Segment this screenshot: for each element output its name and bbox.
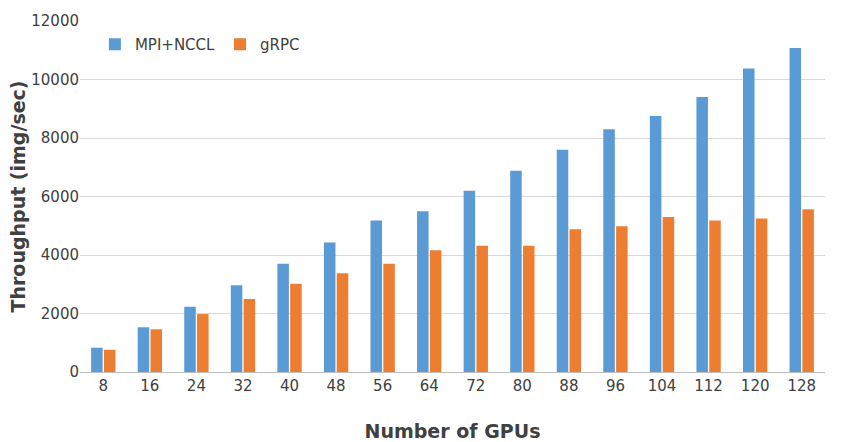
svg-text:120: 120 bbox=[741, 377, 770, 395]
svg-text:4000: 4000 bbox=[41, 246, 79, 264]
svg-text:MPI+NCCL: MPI+NCCL bbox=[135, 36, 215, 54]
svg-text:12000: 12000 bbox=[31, 12, 79, 30]
svg-text:32: 32 bbox=[233, 377, 252, 395]
svg-text:128: 128 bbox=[787, 377, 816, 395]
svg-text:2000: 2000 bbox=[41, 305, 79, 323]
svg-text:48: 48 bbox=[327, 377, 346, 395]
svg-text:24: 24 bbox=[187, 377, 206, 395]
svg-text:10000: 10000 bbox=[31, 71, 79, 89]
svg-text:96: 96 bbox=[606, 377, 625, 395]
svg-text:6000: 6000 bbox=[41, 188, 79, 206]
svg-text:64: 64 bbox=[420, 377, 439, 395]
svg-text:Throughput (img/sec): Throughput (img/sec) bbox=[7, 80, 29, 312]
svg-text:88: 88 bbox=[559, 377, 578, 395]
svg-text:104: 104 bbox=[648, 377, 677, 395]
svg-text:40: 40 bbox=[280, 377, 299, 395]
svg-text:gRPC: gRPC bbox=[260, 36, 299, 54]
svg-text:8000: 8000 bbox=[41, 129, 79, 147]
svg-text:72: 72 bbox=[466, 377, 485, 395]
svg-text:16: 16 bbox=[140, 377, 159, 395]
svg-text:56: 56 bbox=[373, 377, 392, 395]
svg-text:80: 80 bbox=[513, 377, 532, 395]
svg-text:8: 8 bbox=[99, 377, 109, 395]
svg-text:0: 0 bbox=[69, 363, 79, 381]
svg-text:Number of GPUs: Number of GPUs bbox=[365, 420, 541, 442]
svg-text:112: 112 bbox=[694, 377, 723, 395]
